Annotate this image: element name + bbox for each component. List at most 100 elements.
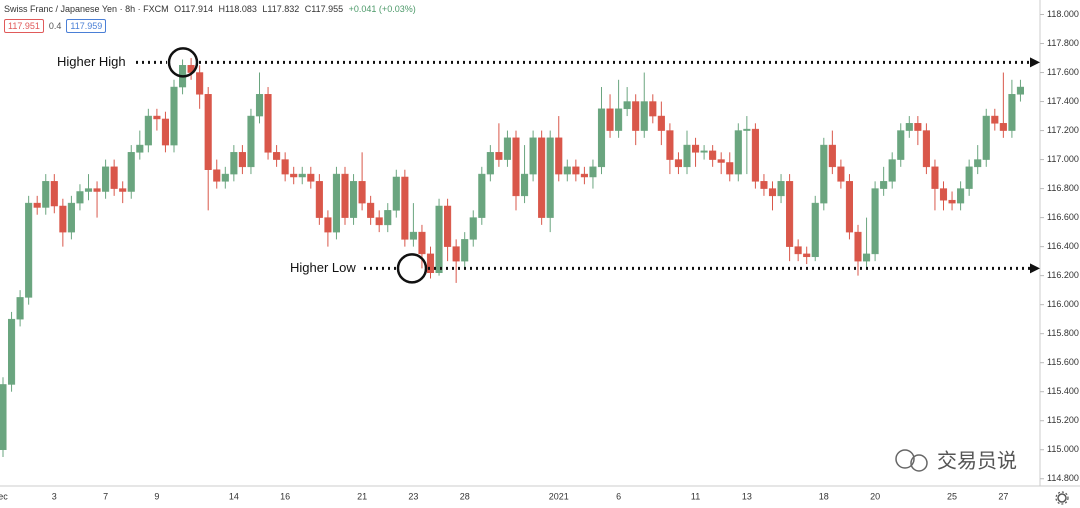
candle-body (375, 217, 383, 226)
candle-body (350, 181, 358, 218)
x-tick-label: 21 (357, 491, 367, 501)
candle-body (965, 166, 973, 189)
buy-price[interactable]: 117.959 (66, 19, 107, 33)
settings-icon[interactable] (1055, 491, 1069, 505)
candle-body (161, 118, 169, 146)
candle-body (435, 205, 443, 273)
candle-body (418, 231, 426, 255)
candle-body (384, 210, 392, 226)
candle-body (777, 181, 785, 197)
candle-body (84, 188, 93, 192)
candle-body (281, 159, 289, 175)
y-tick-label: 116.000 (1047, 299, 1079, 309)
candle-body (0, 384, 7, 450)
candle-body (922, 130, 930, 168)
y-tick-label: 117.200 (1047, 125, 1079, 135)
candle-body (307, 173, 315, 182)
candle-body (666, 130, 674, 160)
ohlc-low: L117.832 (262, 4, 300, 14)
ohlc-close: C117.955 (304, 4, 344, 14)
annotation-label: Higher Low (290, 260, 356, 275)
y-tick-label: 115.200 (1047, 415, 1079, 425)
candle-body (597, 108, 606, 168)
candle-body (871, 188, 879, 255)
candle-body (700, 150, 708, 153)
candle-body (444, 205, 452, 247)
candle-body (1008, 94, 1016, 131)
x-tick-label: 14 (229, 491, 239, 501)
candle-body (931, 166, 939, 189)
x-tick-label: 11 (691, 491, 700, 501)
y-tick-label: 117.000 (1047, 154, 1079, 164)
candle-body (803, 253, 811, 258)
candle-body (717, 159, 725, 163)
candle-body (33, 202, 41, 208)
candle-body (136, 144, 144, 153)
candle-body (144, 115, 152, 146)
candle-body (888, 159, 896, 182)
y-tick-label: 115.800 (1047, 328, 1079, 338)
x-tick-label: 16 (280, 491, 290, 501)
x-tick-label: 27 (998, 491, 1008, 501)
candle-body (469, 217, 477, 240)
candle-body (657, 115, 665, 131)
candle-body (409, 231, 417, 240)
candle-body (247, 115, 255, 168)
candle-body (298, 173, 306, 178)
x-tick-label: 18 (819, 491, 829, 501)
candle-body (948, 199, 956, 204)
candle-body (392, 176, 400, 211)
candle-body (503, 137, 511, 160)
candle-body (426, 253, 435, 273)
symbol: Swiss Franc / Japanese Yen · 8h · FXCM (4, 4, 169, 14)
candle-body (734, 130, 742, 175)
candle-body (854, 231, 862, 262)
candle-body (16, 297, 24, 320)
y-tick-label: 117.800 (1047, 38, 1079, 48)
y-tick-label: 117.600 (1047, 67, 1079, 77)
x-tick-label: 9 (154, 491, 159, 501)
candle-body (880, 181, 888, 189)
sell-price[interactable]: 117.951 (4, 19, 44, 33)
candle-body (486, 152, 494, 175)
candle-body (768, 188, 777, 197)
candle-body (529, 137, 537, 175)
x-tick-label: 25 (947, 491, 957, 501)
candle-body (50, 181, 58, 207)
candle-body (367, 202, 375, 218)
candle-body (794, 246, 802, 255)
candle-body (42, 181, 50, 208)
candle-body (230, 152, 238, 175)
candle-body (213, 169, 221, 182)
watermark-logo (895, 449, 928, 472)
candle-body (170, 86, 178, 146)
candle-body (273, 152, 281, 160)
spread: 0.4 (48, 21, 62, 31)
candle-body (863, 253, 871, 262)
candle-body (982, 115, 990, 160)
x-tick-label: 13 (742, 491, 752, 501)
candle-body (743, 128, 751, 131)
candle-body (914, 123, 922, 131)
candle-body (76, 191, 84, 204)
y-tick-label: 115.000 (1047, 444, 1079, 454)
y-tick-label: 116.200 (1047, 270, 1079, 280)
candle-body (401, 176, 409, 240)
candle-body (939, 188, 948, 201)
y-tick-label: 117.400 (1047, 96, 1079, 106)
candle-body (828, 144, 836, 168)
highlight-circle (396, 253, 428, 284)
candle-body (196, 72, 204, 95)
candle-body (119, 188, 127, 192)
highlight-circle (167, 47, 199, 78)
x-tick-label: 28 (460, 491, 470, 501)
candle-body (67, 202, 75, 233)
y-tick-label: 114.800 (1047, 473, 1079, 483)
candle-body (255, 94, 264, 117)
x-tick-label: 23 (408, 491, 418, 501)
candle-body (751, 128, 759, 182)
candle-body (1016, 86, 1025, 95)
candle-body (127, 152, 135, 192)
